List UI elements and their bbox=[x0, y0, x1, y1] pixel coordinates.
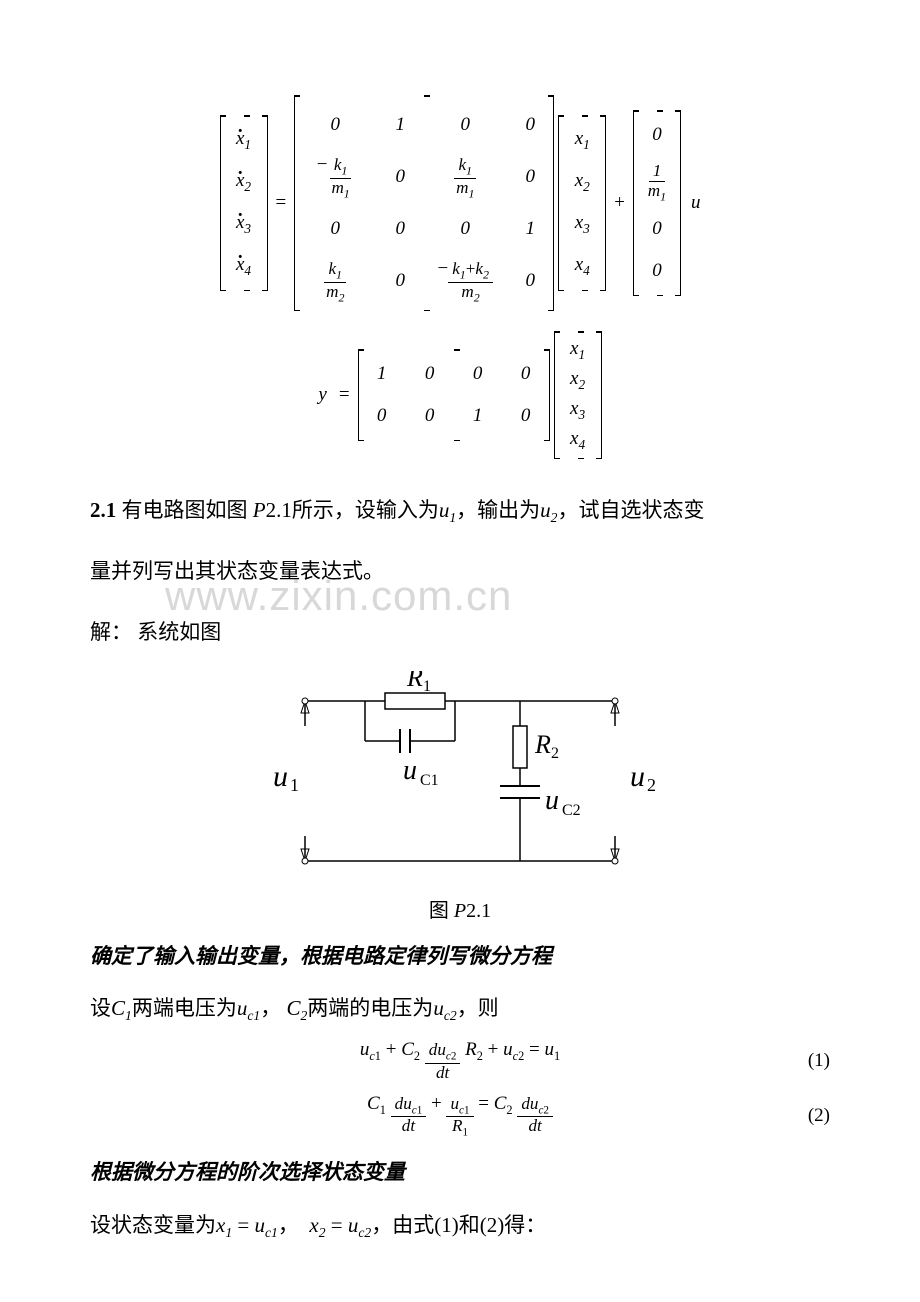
x-vector-out: x1 x2 x3 x4 bbox=[554, 331, 602, 459]
svg-text:u: u bbox=[403, 755, 417, 786]
svg-text:2: 2 bbox=[551, 745, 559, 762]
differential-equation-2: C1 duc1dt + uc1R1 = C2 duc2dt (2) bbox=[90, 1093, 830, 1139]
a-matrix: 0100 −k1m1 0 k1m1 0 0001 k1m2 0 −k1+k2m2… bbox=[294, 95, 554, 311]
output-equation: y = 1000 0010 x1 x2 x3 x4 bbox=[90, 331, 830, 459]
svg-text:u: u bbox=[273, 760, 288, 793]
solution-label: 解： 系统如图 bbox=[90, 609, 830, 655]
eq-number-1: (1) bbox=[808, 1050, 830, 1072]
xdot-vector: x1 x2 x3 x4 bbox=[220, 115, 268, 291]
section-heading-1: 确定了输入输出变量，根据电路定律列写微分方程 bbox=[90, 938, 830, 976]
svg-text:C1: C1 bbox=[420, 772, 439, 789]
x-vector: x1 x2 x3 x4 bbox=[558, 115, 606, 291]
problem-statement: 2.1 有电路图如图 P2.1所示，设输入为u1，输出为u2，试自选状态变 bbox=[90, 487, 830, 533]
problem-statement-line2: 量并列写出其状态变量表达式。 bbox=[90, 548, 830, 594]
svg-text:u: u bbox=[630, 760, 645, 793]
problem-number: 2.1 bbox=[90, 498, 116, 522]
state-equation: x1 x2 x3 x4 = 0100 −k1m1 0 k1m1 0 0 bbox=[90, 95, 830, 311]
differential-equation-1: uc1 + C2 duc2dt R2 + uc2 = u1 (1) bbox=[90, 1039, 830, 1082]
svg-text:2: 2 bbox=[647, 775, 656, 795]
svg-text:R: R bbox=[534, 730, 551, 759]
svg-text:u: u bbox=[545, 785, 559, 816]
figure-caption: 图 P2.1 bbox=[90, 894, 830, 923]
c-matrix: 1000 0010 bbox=[358, 349, 550, 441]
b-vector: 0 1m1 0 0 bbox=[633, 110, 681, 296]
svg-text:1: 1 bbox=[290, 775, 299, 795]
svg-text:R: R bbox=[406, 671, 423, 692]
circuit-diagram: R 1 R 2 u 1 u 2 u C1 u C2 bbox=[90, 671, 830, 886]
section-heading-2: 根据微分方程的阶次选择状态变量 bbox=[90, 1154, 830, 1192]
eq-number-2: (2) bbox=[808, 1105, 830, 1127]
state-variable-def: 设状态变量为x1 = uc1， x2 = uc2，由式(1)和(2)得： bbox=[90, 1207, 830, 1246]
svg-text:1: 1 bbox=[423, 678, 431, 695]
svg-text:C2: C2 bbox=[562, 802, 581, 819]
capacitor-voltage-def: 设C1两端电压为uc1， C2两端的电压为uc2，则 bbox=[90, 990, 830, 1029]
